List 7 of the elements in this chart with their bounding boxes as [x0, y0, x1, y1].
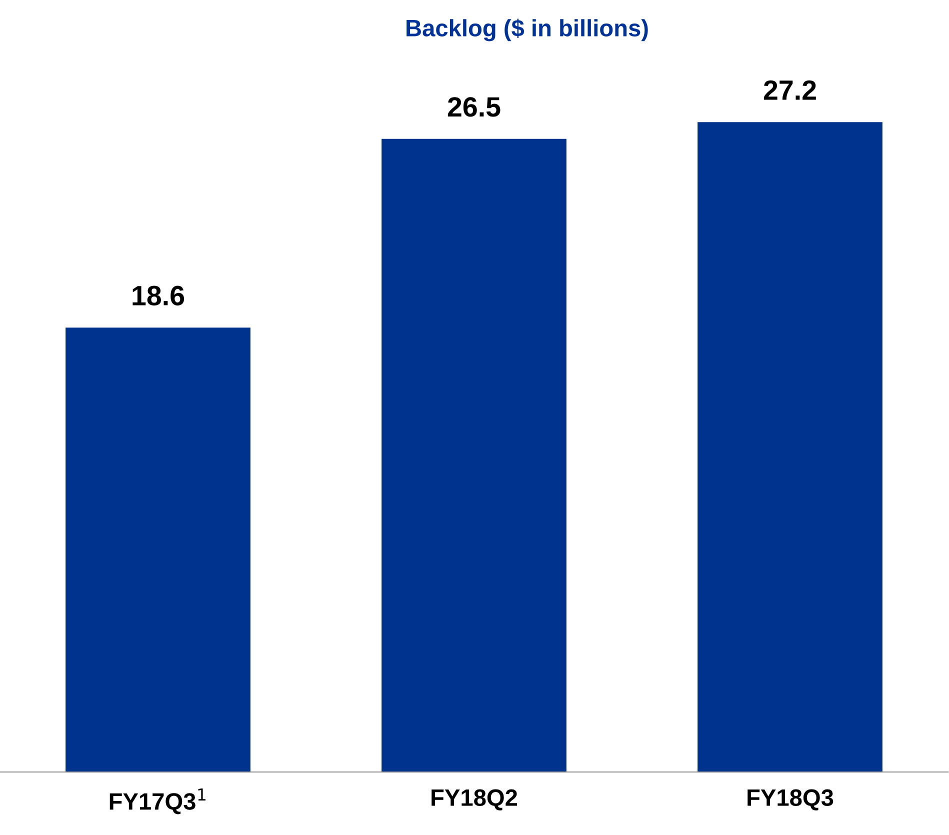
- chart-title: Backlog ($ in billions): [406, 18, 648, 42]
- x-tick-label: FY18Q2: [432, 789, 518, 810]
- x-tick-label: FY17Q3$^{1}$: [110, 788, 206, 814]
- data-label: 18.6: [132, 286, 184, 306]
- x-tick-label: FY18Q3: [748, 789, 834, 810]
- data-label: 27.2: [764, 80, 816, 100]
- data-label: 26.5: [448, 97, 500, 117]
